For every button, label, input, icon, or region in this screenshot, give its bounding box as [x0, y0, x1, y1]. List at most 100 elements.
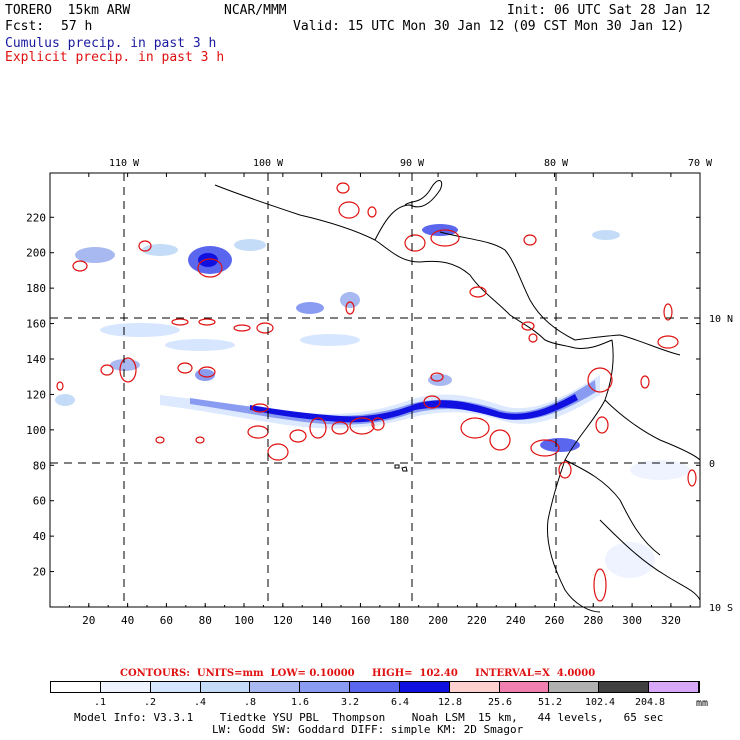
- contour-19: [349, 417, 375, 435]
- model-title: TORERO 15km ARW: [5, 3, 131, 18]
- model-info: Model Info: V3.3.1 Tiedtke YSU PBL Thomp…: [74, 711, 664, 724]
- contour-20: [371, 417, 385, 431]
- x-tick-label: 120: [273, 614, 293, 627]
- contour-5: [198, 318, 216, 326]
- y-tick-label: 40: [33, 530, 46, 543]
- contour-38: [521, 321, 535, 331]
- blob-8: [165, 339, 235, 351]
- y-tick-label: 140: [26, 353, 46, 366]
- legend-label: 12.8: [437, 697, 463, 708]
- model-physics: LW: Godd SW: Goddard DIFF: simple KM: 2D…: [212, 723, 524, 736]
- graticule: [50, 173, 700, 607]
- x-tick-label: 180: [389, 614, 409, 627]
- contour-32: [336, 182, 350, 194]
- contour-23: [460, 417, 490, 439]
- valid-time: Valid: 15 UTC Mon 30 Jan 12 (09 CST Mon …: [293, 19, 685, 34]
- legend-label: 25.6: [487, 697, 513, 708]
- legend-swatch: [300, 682, 351, 692]
- blob-4: [234, 239, 266, 251]
- y-tick-label: 200: [26, 247, 46, 260]
- blob-5: [100, 323, 180, 337]
- legend-label: 1.6: [290, 697, 310, 708]
- legend-label: 204.8: [634, 697, 666, 708]
- caribbean-coast: [439, 231, 681, 356]
- x-tick-label: 100: [234, 614, 254, 627]
- legend-label: .4: [193, 697, 207, 708]
- lon-label: 100 W: [253, 158, 284, 169]
- y-tick-label: 60: [33, 495, 46, 508]
- lon-label: 80 W: [544, 158, 569, 169]
- contour-info: CONTOURS: UNITS=mm LOW= 0.10000 HIGH= 10…: [120, 668, 596, 679]
- lat-label: 10 N: [709, 314, 733, 325]
- contour-18: [331, 421, 349, 435]
- color-legend: [50, 681, 700, 693]
- contour-21: [423, 395, 441, 409]
- lon-label: 110 W: [109, 158, 140, 169]
- x-tick-label: 300: [622, 614, 642, 627]
- y-tick-label: 100: [26, 424, 46, 437]
- legend-swatch: [399, 682, 450, 692]
- y-tick-label: 20: [33, 566, 46, 579]
- forecast-label: Fcst:: [5, 19, 45, 34]
- contour-26: [558, 461, 572, 479]
- blob-10: [110, 359, 140, 371]
- x-tick-label: 60: [160, 614, 173, 627]
- contour-10: [177, 362, 193, 374]
- forecast-hour: 57 h: [61, 19, 93, 34]
- tick-labels: 220 200 180 160 140 120 100 80 60 40 20 20 40 60 80 100…: [26, 158, 733, 627]
- y-tick-label: 180: [26, 282, 46, 295]
- x-tick-label: 80: [199, 614, 212, 627]
- blob-17: [605, 542, 655, 578]
- contour-2: [197, 258, 223, 278]
- x-tick-label: 280: [583, 614, 603, 627]
- blob-18: [55, 394, 75, 406]
- plot-frame: [49, 172, 701, 608]
- x-tick-label: 320: [661, 614, 681, 627]
- contour-1: [72, 260, 88, 272]
- contour-33: [367, 206, 377, 218]
- blob-16: [630, 460, 690, 480]
- x-tick-label: 200: [428, 614, 448, 627]
- contour-12: [56, 381, 64, 391]
- contour-34: [404, 234, 426, 252]
- contour-44: [155, 436, 165, 444]
- contour-15: [267, 443, 289, 461]
- legend-label: 51.2: [537, 697, 563, 708]
- contour-22: [430, 372, 444, 382]
- contour-17: [309, 417, 327, 439]
- contour-35: [430, 229, 460, 247]
- contour-13: [251, 403, 269, 413]
- x-tick-label: 160: [351, 614, 371, 627]
- mexico-coast: [214, 184, 613, 349]
- legend-label: 3.2: [340, 697, 360, 708]
- contour-16: [289, 429, 307, 443]
- legend-label: .2: [143, 697, 157, 708]
- itcz-band-dark: [250, 394, 578, 423]
- contour-3: [138, 240, 152, 252]
- contour-28: [595, 416, 609, 434]
- cumulus-precip-fills: [55, 224, 690, 578]
- axis-ticks: [50, 173, 700, 607]
- center-label: NCAR/MMM: [224, 3, 287, 18]
- blob-2: [75, 247, 115, 263]
- lat-label: 0: [709, 459, 715, 470]
- andes-border: [604, 399, 701, 461]
- contour-7: [256, 322, 274, 334]
- contour-11: [198, 366, 216, 378]
- contour-31: [338, 201, 360, 219]
- blob-1-core: [198, 253, 218, 267]
- contour-29: [640, 375, 650, 389]
- contour-39: [528, 333, 538, 343]
- yucatan: [374, 180, 443, 241]
- contour-25: [530, 439, 560, 457]
- x-tick-label: 220: [467, 614, 487, 627]
- legend-swatch: [250, 682, 301, 692]
- contour-41: [687, 469, 697, 487]
- legend-label: .1: [93, 697, 107, 708]
- contour-40: [593, 568, 607, 602]
- x-tick-label: 140: [312, 614, 332, 627]
- cumulus-legend: Cumulus precip. in past 3 h: [5, 36, 217, 51]
- contour-24: [489, 429, 511, 451]
- lon-label: 90 W: [400, 158, 425, 169]
